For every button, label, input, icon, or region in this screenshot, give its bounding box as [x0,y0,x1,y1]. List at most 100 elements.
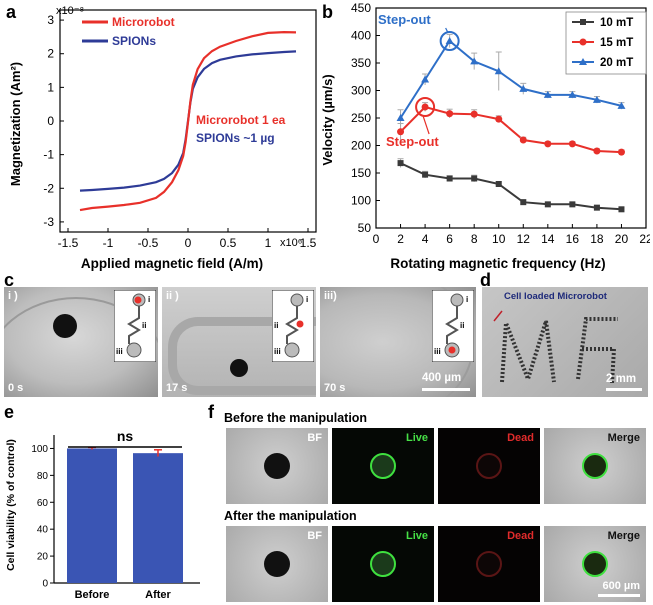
panel-d-image: Cell loaded Microrobot 2 mm [482,287,648,397]
x-tick-label: 2 [397,232,404,246]
legend: 10 mT 15 mT 20 mT [565,11,647,75]
y-tick-label: -3 [43,215,54,229]
legend-15mt: 15 mT [600,37,633,49]
inset-label-iii: iii [434,347,441,356]
x-tick-label: 10 [492,232,506,246]
y-tick-label: 100 [31,444,48,455]
x-tick-label: -0.5 [138,236,159,250]
data-point [494,67,503,75]
annotation-stepout-15mt: Step-out [386,134,439,149]
x-tick-label: 0 [373,232,380,246]
data-point [519,136,527,144]
scale-bar [598,594,640,597]
data-point [446,110,454,118]
series-line-15mt [399,105,622,154]
legend-spions: SPIONs [112,34,156,48]
frame-label: iii) [324,290,337,302]
data-point [617,148,625,156]
panel-letter-e: e [4,402,15,422]
bar-before [67,448,117,583]
microrobot [264,453,290,479]
x-tick-label: 12 [517,232,531,246]
x-axis-label: Applied magnetic field (A/m) [81,256,263,271]
x-tick-label: 8 [471,232,478,246]
microrobot [264,551,290,577]
x-tick-label: 1.5 [300,236,317,250]
y-tick-label: 20 [37,552,49,563]
panel-letter-a: a [6,2,17,22]
data-point [422,171,429,178]
inset-label-i: i [466,295,468,304]
frame-i: i ) 0 s i ii iii [4,287,158,397]
y-tick-label: 300 [351,84,371,98]
inset-label-iii: iii [274,347,281,356]
channel-label: BF [307,530,322,542]
y-axis-label: Cell viability (% of control) [5,439,17,571]
scale-bar [606,388,642,391]
data-point [421,103,429,111]
scale-label: 400 µm [422,372,462,384]
series-line-20mt [399,39,622,119]
inset-label-ii: ii [142,321,146,330]
panel-letter-f: f [208,402,214,422]
channel-bend [168,317,316,395]
tile-merge: Merge [544,428,646,504]
x-tick-label: 0 [185,236,192,250]
y-tick-label: 450 [351,1,371,15]
y-tick-label: 100 [351,194,371,208]
y-tick-label: -2 [43,181,54,195]
frame-time: 17 s [166,382,188,394]
legend-20mt: 20 mT [600,57,633,69]
data-point [471,175,478,182]
tile-bf: BF [226,428,328,504]
channel-inset: i ii iii [432,290,474,362]
annotation-microrobot: Microrobot 1 ea [196,113,286,127]
tile-live: Live [332,428,434,504]
x-tick-label: 14 [541,232,555,246]
microrobot [582,453,608,479]
data-point [544,201,551,208]
magnetization-chart: x10⁻⁸ x10⁶ Magnetization (Am²) Applied m… [8,5,317,271]
ma-pattern [493,310,618,386]
channel-label: BF [307,432,322,444]
x-tick-label: -1.5 [58,236,79,250]
microrobot [230,359,248,377]
y-axis-label: Velocity (µm/s) [320,74,335,165]
data-point [593,147,601,155]
data-point [446,175,453,182]
data-point [445,37,454,44]
x-tick-label: -1 [103,236,114,250]
channel-inset: i ii iii [272,290,314,362]
data-point [568,90,577,98]
scale-bar [422,388,470,391]
data-point [397,128,405,136]
annotation-stepout-20mt: Step-out [378,12,431,27]
x-tick-label: 16 [566,232,580,246]
y-tick-label: 2 [47,47,54,61]
panel-letter-d: d [480,270,491,290]
x-multiplier: x10⁶ [280,237,302,249]
row-title-after: After the manipulation [224,509,357,523]
frame-ii: ii ) 17 s i ii iii [162,287,316,397]
frame-iii: iii) 70 s 400 µm i ii iii [320,287,476,397]
data-point [495,181,502,187]
scale-label: 2 mm [606,373,637,385]
channel-label: Merge [607,530,640,542]
frame-time: 0 s [8,382,24,394]
inset-label-ii: ii [274,321,278,330]
category-label: After [145,589,171,601]
channel-label: Merge [607,432,640,444]
data-point [519,84,528,92]
y-axis-label: Magnetization (Am²) [8,62,23,186]
legend-10mt: 10 mT [600,17,633,29]
x-axis-label: Rotating magnetic frequency (Hz) [390,256,605,271]
inset-label-ii: ii [460,321,464,330]
data-point [495,115,503,123]
y-tick-label: 80 [37,471,49,482]
y-tick-label: 60 [37,498,49,509]
legend-microrobot: Microrobot [112,15,175,29]
data-point [568,140,576,148]
y-tick-label: 40 [37,525,49,536]
data-point [617,101,626,109]
y-tick-label: 400 [351,29,371,43]
